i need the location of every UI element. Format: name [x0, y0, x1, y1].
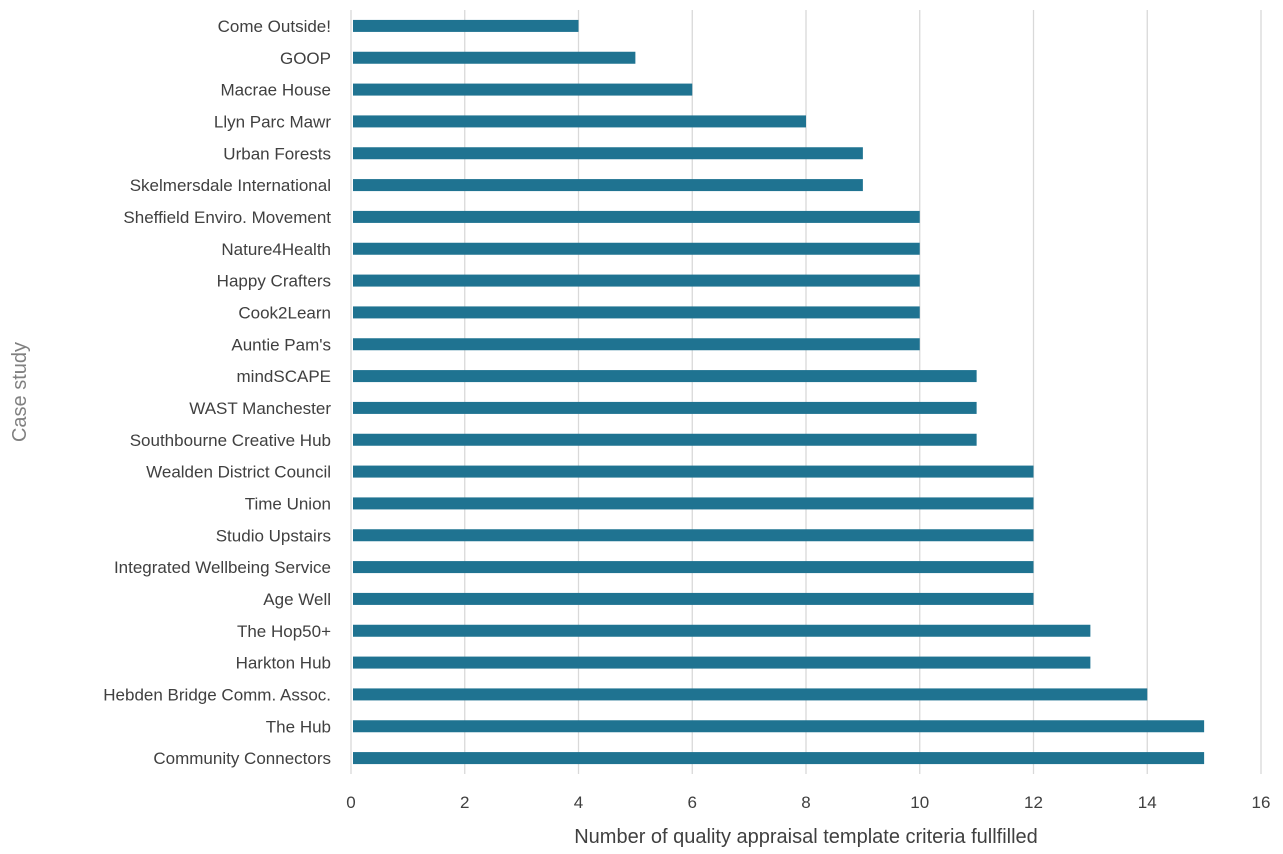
bar [353, 19, 579, 32]
bar [353, 592, 1034, 605]
category-label: The Hub [266, 717, 331, 736]
bar [353, 752, 1205, 765]
x-tick-label: 16 [1252, 793, 1271, 812]
category-label: Skelmersdale International [130, 176, 331, 195]
bar [353, 115, 806, 128]
category-labels: Come Outside! GOOP Macrae House Llyn Parc M… [103, 17, 331, 768]
category-label: Nature4Health [221, 240, 331, 259]
y-axis-title: Case study [9, 342, 31, 442]
category-label: Southbourne Creative Hub [130, 431, 331, 450]
x-axis-title: Number of quality appraisal template cri… [574, 826, 1038, 848]
bar [353, 147, 863, 160]
x-tick-label: 12 [1024, 793, 1043, 812]
category-label: WAST Manchester [189, 399, 331, 418]
category-label: Community Connectors [153, 749, 331, 768]
bar [353, 401, 977, 414]
category-label: Macrae House [220, 81, 331, 100]
category-label: The Hop50+ [237, 622, 331, 641]
bar [353, 624, 1091, 637]
bar [353, 338, 920, 351]
category-label: Hebden Bridge Comm. Assoc. [103, 685, 331, 704]
bar [353, 656, 1091, 669]
bar [353, 688, 1148, 701]
bar [353, 274, 920, 287]
bar [353, 465, 1034, 478]
bar [353, 720, 1205, 733]
bar [353, 561, 1034, 574]
category-label: Sheffield Enviro. Movement [123, 208, 331, 227]
category-label: Time Union [245, 494, 331, 513]
gridlines [350, 10, 1262, 774]
x-tick-label: 14 [1138, 793, 1157, 812]
x-tick-labels: 0 2 4 6 8 10 12 14 16 [346, 793, 1270, 812]
category-label: GOOP [280, 49, 331, 68]
bar [353, 306, 920, 319]
category-label: Come Outside! [218, 17, 331, 36]
x-tick-label: 6 [688, 793, 697, 812]
bar [353, 242, 920, 255]
x-tick-label: 8 [801, 793, 810, 812]
category-label: Auntie Pam's [231, 335, 331, 354]
bar [353, 51, 636, 64]
bar [353, 370, 977, 383]
category-label: Harkton Hub [236, 654, 331, 673]
bar [353, 179, 863, 192]
category-label: Wealden District Council [146, 463, 331, 482]
x-tick-label: 0 [346, 793, 355, 812]
x-tick-label: 4 [574, 793, 583, 812]
category-label: Cook2Learn [238, 303, 331, 322]
category-label: Urban Forests [223, 144, 331, 163]
category-label: Llyn Parc Mawr [214, 112, 331, 131]
category-label: mindSCAPE [237, 367, 331, 386]
bar [353, 83, 693, 96]
category-label: Age Well [263, 590, 331, 609]
x-tick-label: 2 [460, 793, 469, 812]
category-label: Integrated Wellbeing Service [114, 558, 331, 577]
category-label: Happy Crafters [217, 272, 331, 291]
x-tick-label: 10 [910, 793, 929, 812]
bar [353, 210, 920, 223]
bar [353, 529, 1034, 542]
bar [353, 497, 1034, 510]
bars [353, 19, 1205, 765]
category-label: Studio Upstairs [216, 526, 331, 545]
bar [353, 433, 977, 446]
